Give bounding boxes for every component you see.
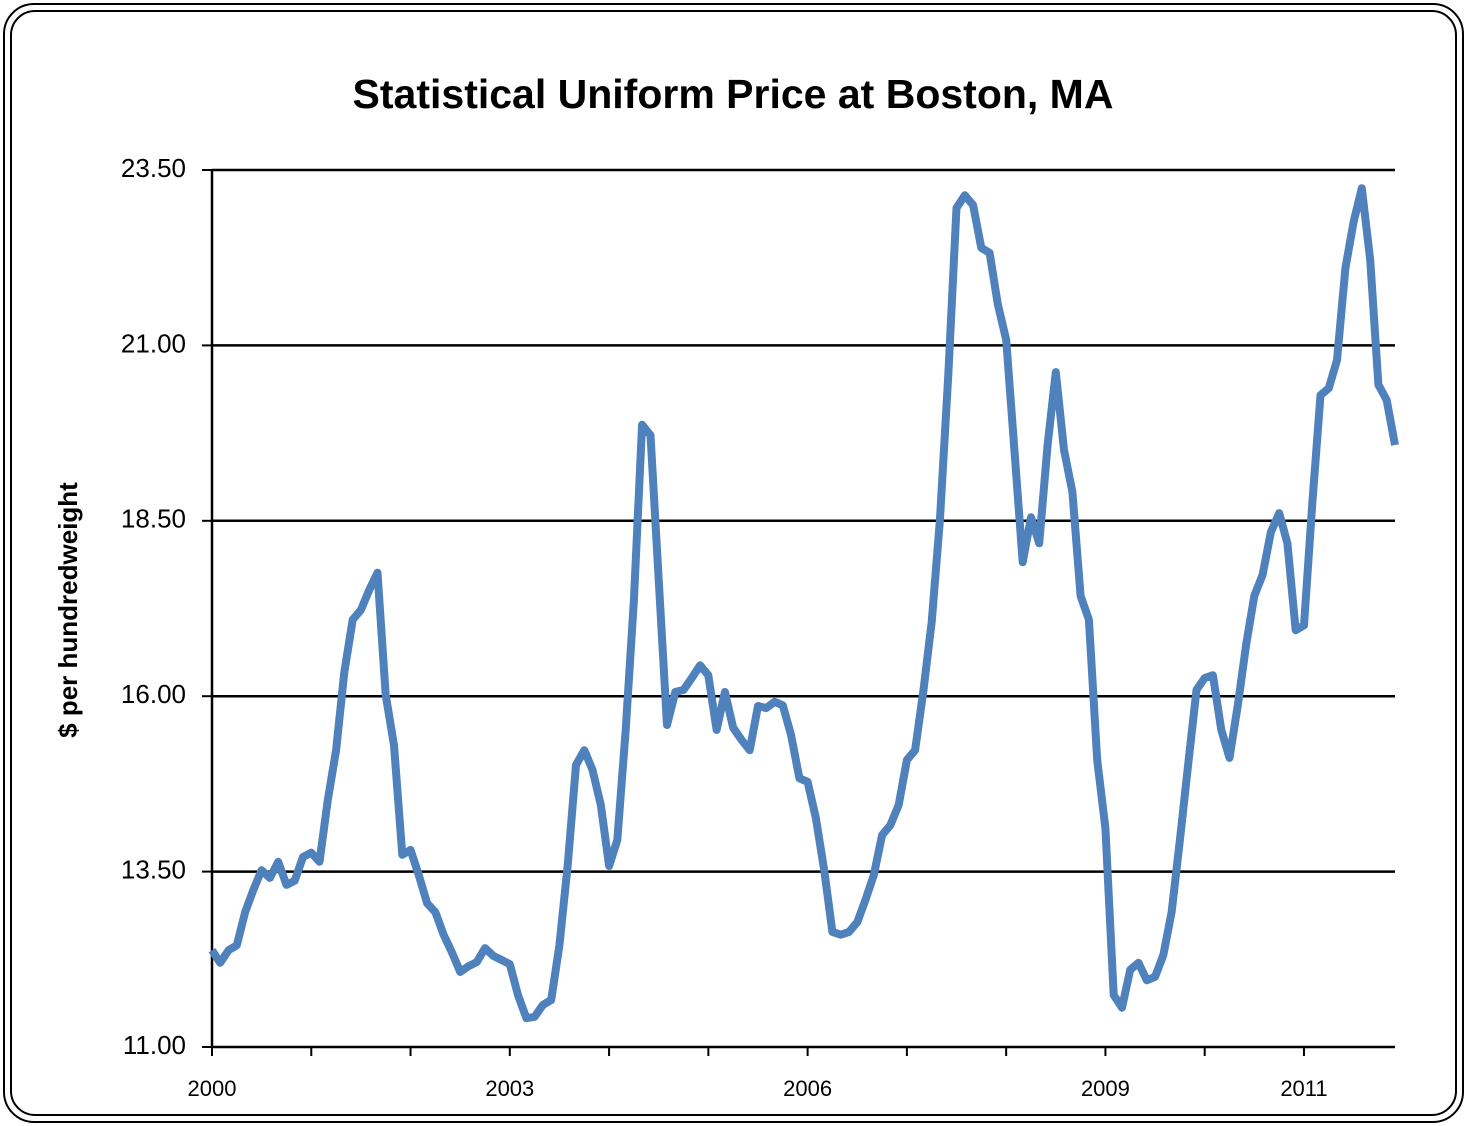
y-tick-label: 11.00 [123, 1030, 186, 1060]
y-tick-label: 23.50 [121, 153, 186, 183]
y-axis-label: $ per hundredweight [53, 482, 83, 738]
x-tick-label: 2009 [1081, 1076, 1130, 1101]
chart-title: Statistical Uniform Price at Boston, MA [353, 71, 1114, 117]
y-tick-label: 16.00 [121, 679, 186, 709]
y-tick-label: 18.50 [121, 504, 186, 534]
frame-outer [3, 3, 1464, 1123]
frame-inner [10, 10, 1457, 1116]
x-tick-label: 2011 [1280, 1076, 1327, 1101]
price-line [208, 184, 1399, 1023]
x-tick-label: 2000 [188, 1076, 237, 1101]
y-tick-label: 13.50 [121, 854, 186, 884]
y-tick-label: 21.00 [121, 328, 186, 358]
x-tick-label: 2006 [783, 1076, 832, 1101]
x-tick-label: 2003 [485, 1076, 534, 1101]
